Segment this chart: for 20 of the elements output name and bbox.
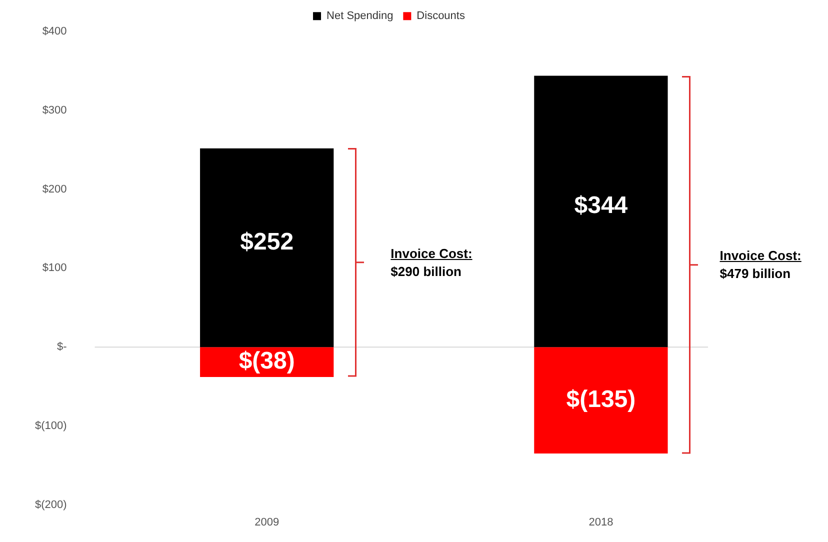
x-tick-label: 2009 bbox=[254, 516, 280, 528]
legend-label: Discounts bbox=[416, 10, 466, 22]
text: Invoice Cost: $479 billion bbox=[720, 246, 802, 283]
data-label: $344 bbox=[574, 192, 628, 220]
y-tick-label: $100 bbox=[42, 262, 67, 274]
legend-label: Net Spending bbox=[326, 10, 394, 22]
bar bbox=[200, 148, 334, 348]
data-label: $252 bbox=[240, 228, 294, 256]
bar bbox=[534, 76, 668, 348]
y-tick-label: $300 bbox=[42, 104, 67, 116]
annotation: Invoice Cost: $290 billion bbox=[390, 244, 472, 281]
y-tick-label: $200 bbox=[42, 183, 67, 196]
y-tick-label: $(200) bbox=[35, 498, 67, 511]
x-tick-label: 2018 bbox=[588, 516, 614, 528]
y-tick-label: $400 bbox=[42, 26, 67, 38]
bar bbox=[534, 347, 668, 454]
data-label: $(135) bbox=[566, 386, 636, 413]
data-label: $(38) bbox=[238, 348, 295, 375]
y-tick-label: $- bbox=[57, 341, 68, 354]
y-tick-label: $(100) bbox=[35, 420, 67, 432]
